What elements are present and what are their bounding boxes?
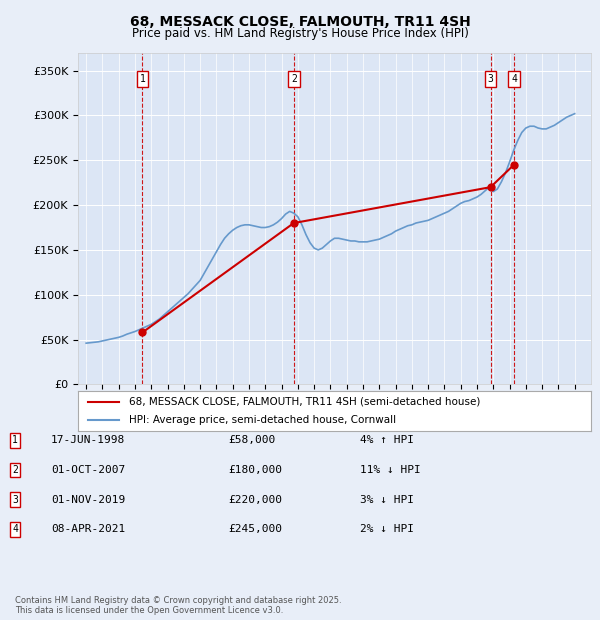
Text: 2: 2 — [12, 465, 18, 475]
Text: 2: 2 — [291, 74, 297, 84]
Text: 4: 4 — [12, 525, 18, 534]
Text: HPI: Average price, semi-detached house, Cornwall: HPI: Average price, semi-detached house,… — [130, 415, 397, 425]
Text: 1: 1 — [12, 435, 18, 445]
Text: 17-JUN-1998: 17-JUN-1998 — [51, 435, 125, 445]
Text: £220,000: £220,000 — [228, 495, 282, 505]
Text: 3% ↓ HPI: 3% ↓ HPI — [360, 495, 414, 505]
Text: £245,000: £245,000 — [228, 525, 282, 534]
Text: 68, MESSACK CLOSE, FALMOUTH, TR11 4SH (semi-detached house): 68, MESSACK CLOSE, FALMOUTH, TR11 4SH (s… — [130, 397, 481, 407]
Text: Contains HM Land Registry data © Crown copyright and database right 2025.
This d: Contains HM Land Registry data © Crown c… — [15, 596, 341, 615]
Text: 1: 1 — [140, 74, 145, 84]
Text: 3: 3 — [488, 74, 493, 84]
Text: 11% ↓ HPI: 11% ↓ HPI — [360, 465, 421, 475]
Text: 4: 4 — [511, 74, 517, 84]
Text: 4% ↑ HPI: 4% ↑ HPI — [360, 435, 414, 445]
Text: 3: 3 — [12, 495, 18, 505]
Text: 68, MESSACK CLOSE, FALMOUTH, TR11 4SH: 68, MESSACK CLOSE, FALMOUTH, TR11 4SH — [130, 16, 470, 30]
Text: 01-NOV-2019: 01-NOV-2019 — [51, 495, 125, 505]
Text: £58,000: £58,000 — [228, 435, 275, 445]
Text: £180,000: £180,000 — [228, 465, 282, 475]
Text: 08-APR-2021: 08-APR-2021 — [51, 525, 125, 534]
Text: Price paid vs. HM Land Registry's House Price Index (HPI): Price paid vs. HM Land Registry's House … — [131, 27, 469, 40]
Text: 01-OCT-2007: 01-OCT-2007 — [51, 465, 125, 475]
Text: 2% ↓ HPI: 2% ↓ HPI — [360, 525, 414, 534]
